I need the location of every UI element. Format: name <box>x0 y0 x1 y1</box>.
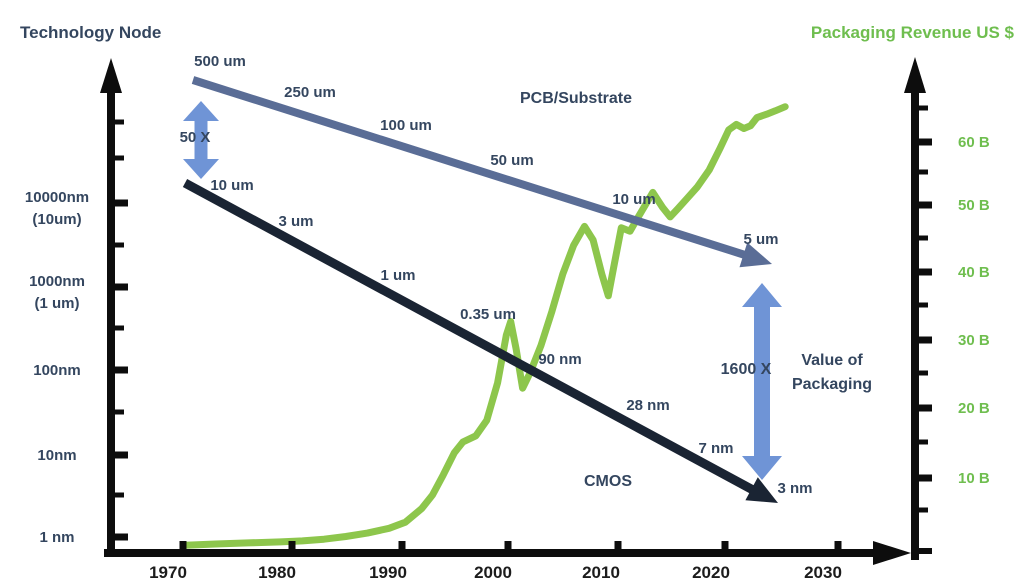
gap-arrow-50x-icon <box>183 101 219 179</box>
pcb-node-labels: 500 um 250 um 100 um 50 um 10 um 5 um PC… <box>194 53 778 248</box>
left-axis-tick-labels: 10000nm (10um) 1000nm (1 um) 100nm 10nm … <box>25 189 89 546</box>
gap-annotations: 50 X 1600 X Value of Packaging <box>180 129 872 393</box>
tick-label-30b: 30 B <box>958 332 990 349</box>
left-axis-arrowhead-icon <box>100 58 122 93</box>
cmos-label: CMOS <box>584 473 632 490</box>
tick-label-100nm: 100nm <box>33 362 81 379</box>
year-1980: 1980 <box>258 563 296 582</box>
right-axis <box>904 57 932 560</box>
cmos-node-7nm: 7 nm <box>698 440 733 457</box>
cmos-node-035um: 0.35 um <box>460 306 516 323</box>
right-axis-title: Packaging Revenue US $ <box>811 23 1015 42</box>
right-axis-arrowhead-icon <box>904 57 926 93</box>
left-axis-title: Technology Node <box>20 23 161 42</box>
year-2030: 2030 <box>804 563 842 582</box>
year-2020: 2020 <box>692 563 730 582</box>
cmos-arrowhead-icon <box>745 477 778 503</box>
x-axis-arrowhead-icon <box>873 541 911 565</box>
pcb-node-100um: 100 um <box>380 117 432 134</box>
pcb-node-50um: 50 um <box>490 152 533 169</box>
gap-arrow-1600x-icon <box>742 283 782 480</box>
pcb-node-500um: 500 um <box>194 53 246 70</box>
cmos-node-1um: 1 um <box>380 267 415 284</box>
multiplier-1600x-label: 1600 X <box>721 361 772 378</box>
year-1970: 1970 <box>149 563 187 582</box>
value-of-packaging-line1: Value of <box>801 352 863 369</box>
right-axis-tick-labels: 60 B 50 B 40 B 30 B 20 B 10 B <box>958 134 990 487</box>
year-2010: 2010 <box>582 563 620 582</box>
tick-label-60b: 60 B <box>958 134 990 151</box>
cmos-node-3nm: 3 nm <box>777 480 812 497</box>
x-axis-tick-labels: 1970 1980 1990 2000 2010 2020 2030 <box>149 563 842 582</box>
tick-label-10um-sub: (10um) <box>32 211 81 228</box>
left-axis <box>100 58 128 557</box>
x-axis <box>104 541 911 565</box>
tick-label-20b: 20 B <box>958 400 990 417</box>
tick-label-1000nm: 1000nm <box>29 273 85 290</box>
cmos-node-10um: 10 um <box>210 177 253 194</box>
tick-label-1nm: 1 nm <box>39 529 74 546</box>
pcb-node-10um: 10 um <box>612 191 655 208</box>
tick-label-10b: 10 B <box>958 470 990 487</box>
year-2000: 2000 <box>474 563 512 582</box>
year-1990: 1990 <box>369 563 407 582</box>
revenue-curve <box>181 103 789 549</box>
cmos-arrow <box>182 179 778 503</box>
value-of-packaging-line2: Packaging <box>792 376 872 393</box>
cmos-node-28nm: 28 nm <box>626 397 669 414</box>
pcb-substrate-arrow <box>191 76 772 268</box>
cmos-node-labels: 10 um 3 um 1 um 0.35 um 90 nm 28 nm 7 nm… <box>210 177 812 497</box>
pcb-arrowhead-icon <box>739 242 772 268</box>
multiplier-50x-label: 50 X <box>180 129 211 146</box>
pcb-node-250um: 250 um <box>284 84 336 101</box>
pcb-substrate-label: PCB/Substrate <box>520 90 632 107</box>
tick-label-50b: 50 B <box>958 197 990 214</box>
pcb-node-5um: 5 um <box>743 231 778 248</box>
tick-label-1um-sub: (1 um) <box>35 295 80 312</box>
cmos-node-3um: 3 um <box>278 213 313 230</box>
cmos-node-90nm: 90 nm <box>538 351 581 368</box>
tick-label-10000nm: 10000nm <box>25 189 89 206</box>
tick-label-40b: 40 B <box>958 264 990 281</box>
tick-label-10nm: 10nm <box>37 447 76 464</box>
